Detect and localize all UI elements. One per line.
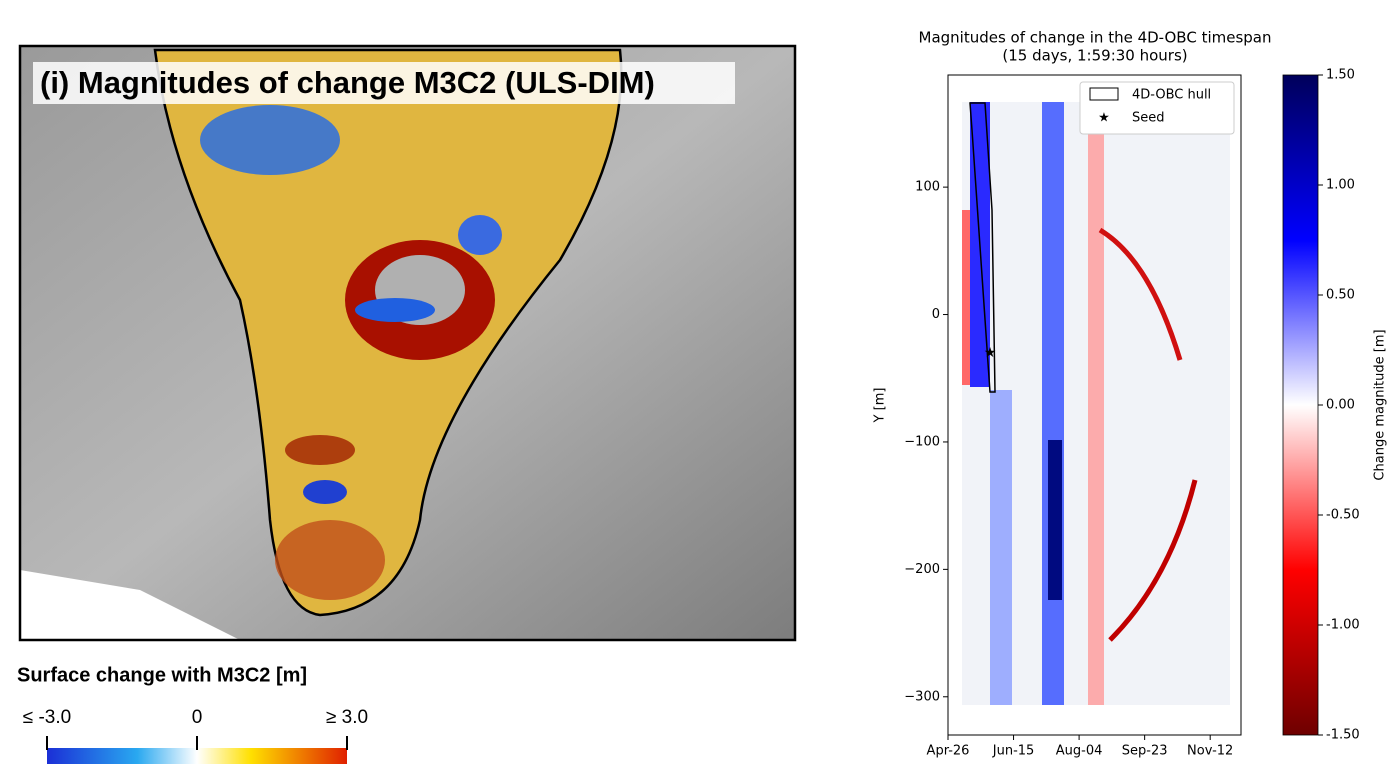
y-tick-label: 0 [932,307,940,322]
band [990,390,1012,705]
colorbar-tick-label: 1.00 [1326,178,1355,193]
legend-marker: ★ [1098,111,1110,126]
y-tick-label: −100 [904,434,940,449]
band [1042,102,1064,705]
x-tick-label: Aug-04 [1056,744,1103,759]
legend-label: Seed [1132,111,1165,126]
band [1048,440,1062,600]
blob [355,298,435,322]
x-tick-label: Jun-15 [992,744,1035,759]
blob [200,105,340,175]
colorbar-label: Surface change with M3C2 [m] [17,664,307,686]
legend: ★ 4D-OBC hull Seed [1080,82,1234,134]
legend-label: 4D-OBC hull [1132,88,1211,103]
chart-subtitle: (15 days, 1:59:30 hours) [1002,47,1187,65]
band [962,210,970,385]
colorbar-tick-label: ≤ -3.0 [23,707,71,728]
y-tick-label: 100 [915,180,940,195]
chart: Magnitudes of change in the 4D-OBC times… [873,29,1388,736]
colorbar-tick-label: 0 [192,707,203,728]
colorbar-label: Change magnitude [m] [1373,329,1388,480]
colorbar-tick-label: 0.50 [1326,288,1355,303]
x-tick-label: Sep-23 [1122,744,1168,759]
colorbar [47,748,347,764]
x-tick-label: Apr-26 [927,744,970,759]
colorbar [1283,75,1318,735]
seed: ★ [984,345,997,361]
heatmap [962,102,1230,705]
map-panel: (i) Magnitudes of change M3C2 (ULS-DIM) … [17,46,795,764]
colorbar-tick-label: -1.50 [1326,728,1360,743]
colorbar-tick-label: 1.50 [1326,68,1355,83]
y-axis-label: Y [m] [873,388,888,424]
colorbar-tick-label: -1.00 [1326,618,1360,633]
blob [303,480,347,504]
y-tick-label: −200 [904,562,940,577]
x-tick-label: Nov-12 [1187,744,1233,759]
colorbar-tick-label: ≥ 3.0 [326,707,368,728]
chart-title: Magnitudes of change in the 4D-OBC times… [919,29,1272,47]
colorbar-tick-label: 0.00 [1326,398,1355,413]
map-title: (i) Magnitudes of change M3C2 (ULS-DIM) [40,65,655,100]
colorbar-tick-label: -0.50 [1326,508,1360,523]
blob [458,215,502,255]
figure: (i) Magnitudes of change M3C2 (ULS-DIM) … [0,0,1394,764]
blob [275,520,385,600]
y-tick-label: −300 [904,689,940,704]
blob [285,435,355,465]
band [1088,130,1104,705]
